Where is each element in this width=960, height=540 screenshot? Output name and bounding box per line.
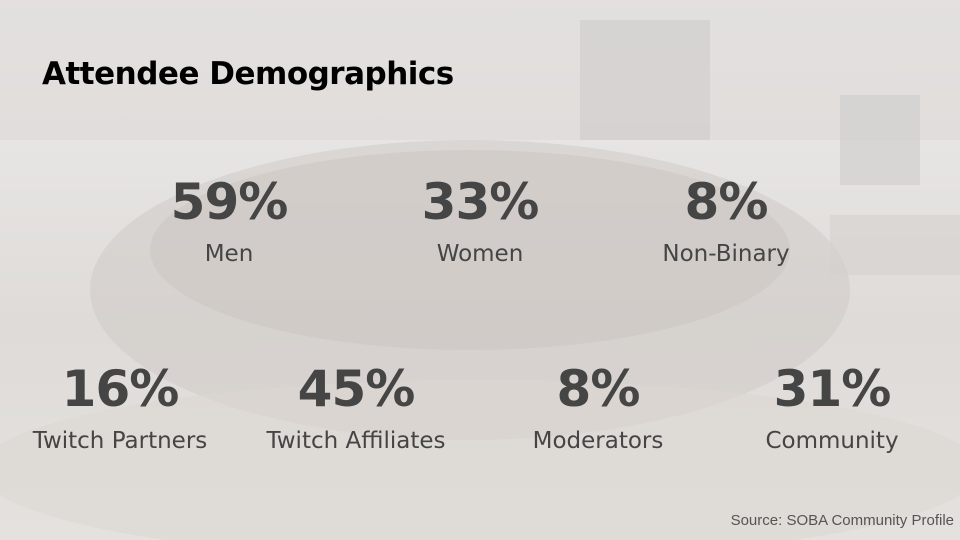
stat-label: Twitch Partners: [32, 428, 208, 454]
stat-label: Moderators: [532, 428, 664, 454]
stat: 8% Non-Binary: [596, 177, 856, 266]
stat: 16% Twitch Partners: [0, 364, 250, 453]
stat-label: Women: [436, 241, 524, 267]
stat-label: Men: [204, 241, 254, 267]
stat-label: Twitch Affiliates: [266, 428, 446, 454]
stat: 59% Men: [99, 177, 359, 266]
stat: 33% Women: [350, 177, 610, 266]
stat-value: 8%: [556, 360, 641, 418]
stat-value: 31%: [773, 360, 892, 418]
stat-value: 45%: [297, 360, 416, 418]
stat-value: 8%: [684, 173, 769, 231]
stat-value: 59%: [170, 173, 289, 231]
stat-value: 16%: [61, 360, 180, 418]
source-note: Source: SOBA Community Profile: [730, 512, 954, 529]
stat: 31% Community: [702, 364, 960, 453]
stat-label: Non-Binary: [662, 241, 790, 267]
title: Attendee Demographics: [42, 56, 454, 92]
stat: 45% Twitch Affiliates: [226, 364, 486, 453]
stat-value: 33%: [421, 173, 540, 231]
stat-label: Community: [765, 428, 899, 454]
stat: 8% Moderators: [468, 364, 728, 453]
